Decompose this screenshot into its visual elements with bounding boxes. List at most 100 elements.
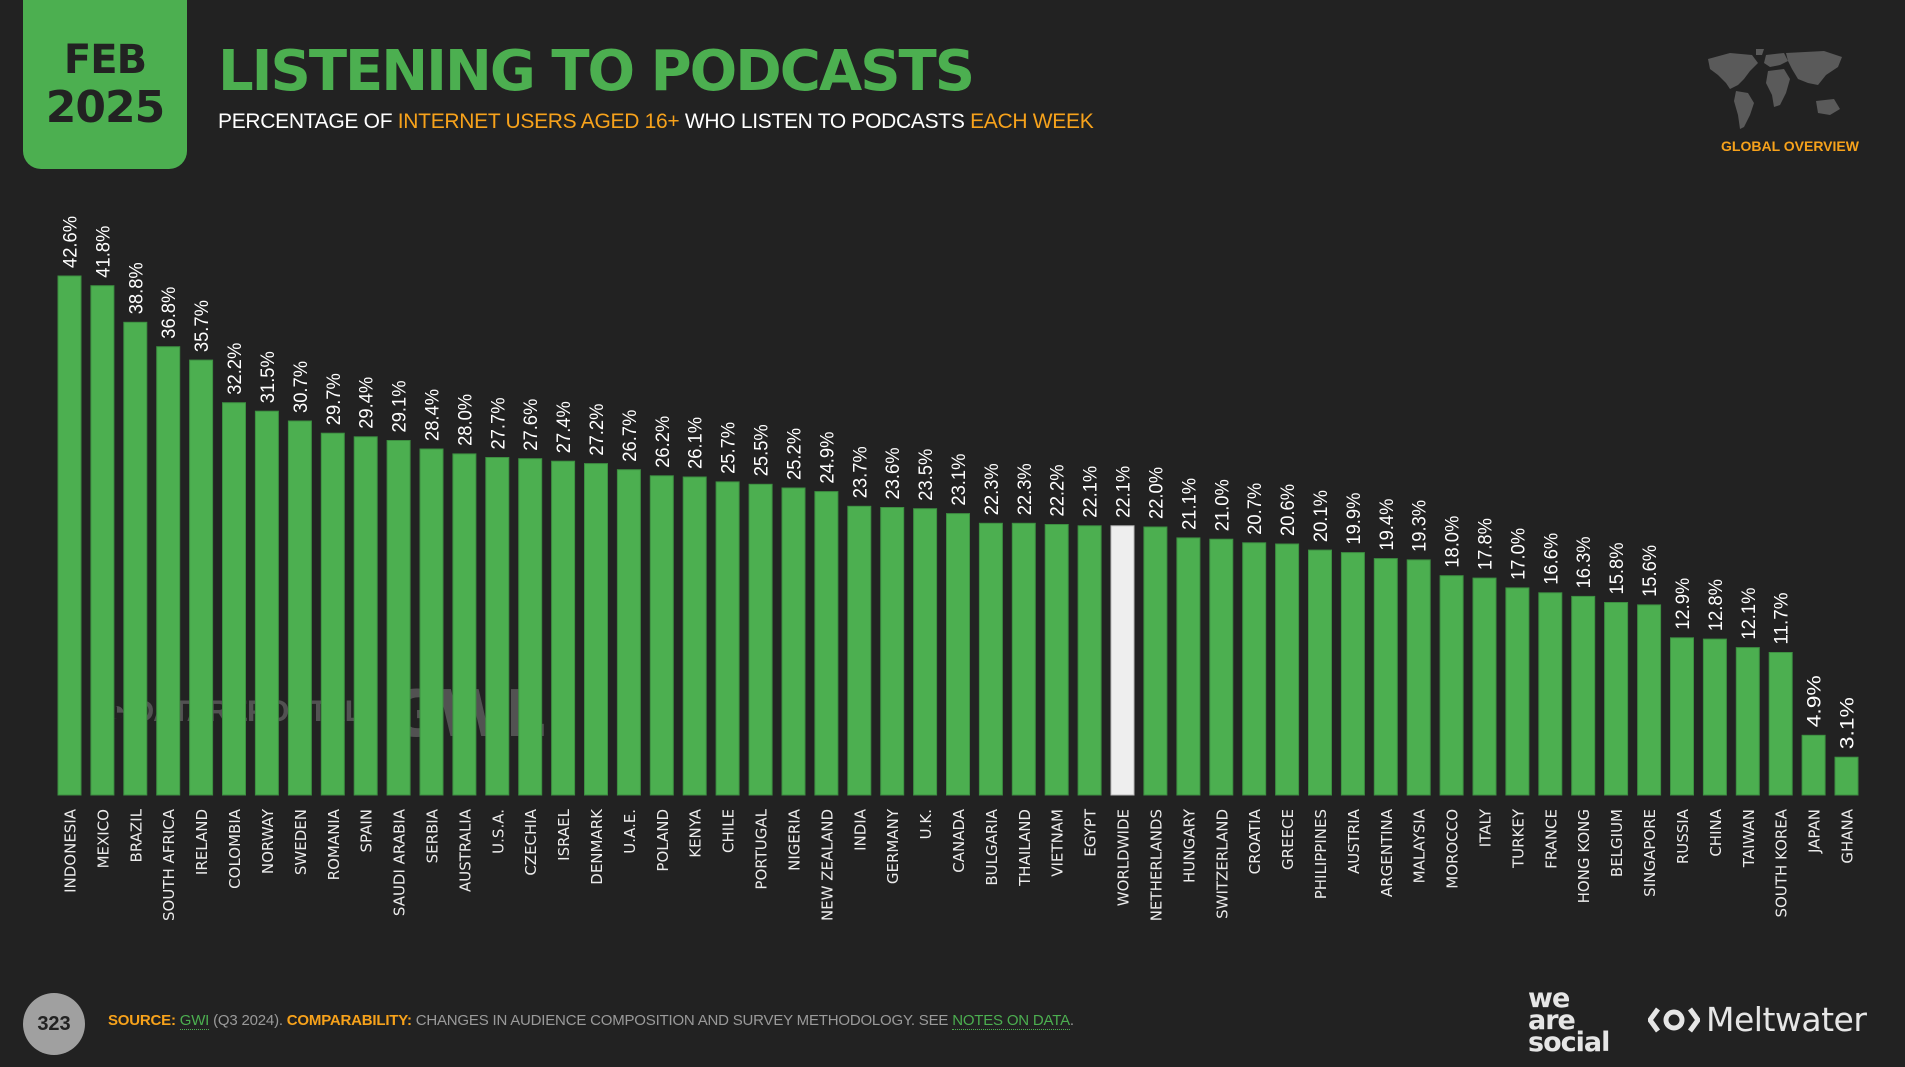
bar-kenya [682,476,707,796]
bar-switzerland [1209,538,1234,796]
data-label: 17.8% [1476,518,1497,570]
logo-line: social [1528,1027,1610,1058]
bar-greece [1275,543,1300,796]
data-label: 27.7% [488,397,509,449]
data-label: 28.4% [423,389,444,441]
notes-on-data-link[interactable]: NOTES ON DATA [952,1012,1070,1030]
category-label: NETHERLANDS [1147,809,1165,921]
data-label: 16.6% [1541,533,1562,585]
source-link[interactable]: GWI [179,1012,210,1030]
data-label: 16.3% [1574,536,1595,588]
category-label: CZECHIA [522,808,540,875]
category-label: INDONESIA [62,808,80,893]
category-label: ISRAEL [555,808,573,860]
bar-brazil [123,321,148,796]
category-label: MEXICO [94,809,112,868]
data-label: 36.8% [159,287,180,339]
category-label: KENYA [687,808,705,858]
data-label: 23.1% [949,453,970,505]
bar-indonesia [57,275,82,796]
bar-thailand [1011,522,1036,796]
category-label: U.S.A. [489,809,507,854]
bar-saudi-arabia [386,440,411,796]
category-label: NEW ZEALAND [818,809,836,921]
bar-australia [452,453,477,796]
category-label: SOUTH KOREA [1773,808,1791,917]
bar-new-zealand [814,491,839,796]
data-label: 29.7% [324,373,345,425]
data-label: 25.7% [719,422,740,474]
category-label: ITALY [1477,808,1495,847]
subtitle-part: WHO LISTEN TO PODCASTS [679,110,971,133]
bar-japan [1801,734,1826,796]
bar-egypt [1077,525,1102,796]
data-label: 23.7% [850,446,871,498]
category-label: EGYPT [1082,808,1100,857]
category-label: AUSTRIA [1345,808,1363,874]
bar-croatia [1242,542,1267,796]
data-label: 29.1% [390,380,411,432]
category-label: AUSTRALIA [456,808,474,892]
data-label: 20.1% [1311,490,1332,542]
category-label: GERMANY [884,808,902,884]
data-label: 27.4% [554,401,575,453]
bar-mexico [90,285,115,796]
data-label: 22.2% [1048,464,1069,516]
category-label: SERBIA [424,808,442,863]
category-label: MALAYSIA [1411,808,1429,883]
subtitle-part: PERCENTAGE OF [218,110,398,133]
bar-russia [1670,637,1694,796]
category-label: PORTUGAL [753,808,771,889]
category-label: SINGAPORE [1641,809,1659,897]
data-label: 26.1% [686,417,707,469]
category-label: CHILE [720,809,738,853]
category-label: COLOMBIA [226,808,244,889]
data-label: 35.7% [192,300,213,352]
category-label: GHANA [1839,808,1857,863]
category-label: TAIWAN [1740,809,1758,868]
data-label: 22.3% [982,463,1003,515]
data-label: 20.7% [1245,483,1266,535]
data-label: 17.0% [1508,528,1529,580]
category-label: SAUDI ARABIA [391,808,409,916]
source-footer: SOURCE: GWI (Q3 2024). COMPARABILITY: CH… [108,1012,1074,1030]
bar-philippines [1308,549,1332,796]
data-label: 42.6% [61,216,82,268]
bar-austria [1340,552,1365,796]
category-label: BRAZIL [127,808,145,862]
category-label: THAILAND [1016,809,1034,887]
bar-poland [649,475,674,796]
bar-netherlands [1143,526,1168,796]
bar-china [1702,638,1727,796]
data-label: 38.8% [126,262,147,314]
data-label: 29.4% [357,377,378,429]
bar-malaysia [1406,559,1431,796]
data-label: 15.6% [1640,545,1661,597]
data-label: 24.9% [817,431,838,483]
data-label: 22.0% [1146,467,1167,519]
category-label: FRANCE [1542,809,1560,869]
category-label: MOROCCO [1444,809,1462,889]
bar-worldwide [1110,525,1135,796]
bar-sweden [287,420,312,796]
data-label: 26.2% [653,416,674,468]
page-subtitle: PERCENTAGE OF INTERNET USERS AGED 16+ WH… [218,110,1094,134]
bar-turkey [1505,587,1530,796]
meltwater-logo: Meltwater [1648,1000,1867,1039]
data-label: 41.8% [93,226,114,278]
bar-hungary [1176,537,1201,796]
category-label: SWEDEN [292,809,310,875]
comparability-label: COMPARABILITY: [286,1012,412,1029]
data-label: 20.6% [1278,484,1299,536]
bar-ireland [189,359,214,796]
bar-chile [715,481,740,796]
category-label: SPAIN [358,809,376,853]
data-label: 22.1% [1081,466,1102,518]
data-label: 21.0% [1212,479,1233,531]
data-label: 4.9% [1805,675,1826,727]
bar-israel [551,460,576,796]
category-label: U.A.E. [621,809,639,854]
bar-colombia [222,402,246,796]
world-map-icon [1708,49,1842,129]
bar-czechia [518,458,543,796]
